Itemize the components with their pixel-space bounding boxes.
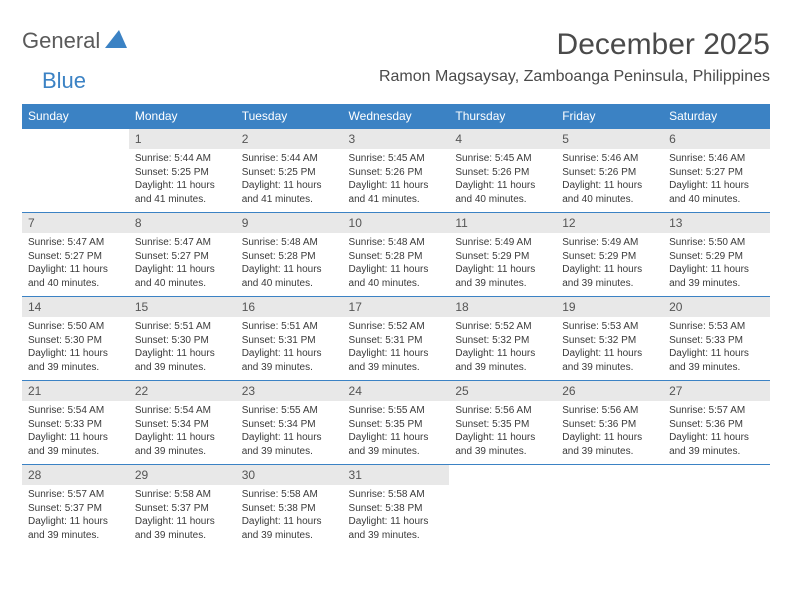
- day-content-cell: Sunrise: 5:57 AMSunset: 5:37 PMDaylight:…: [22, 485, 129, 548]
- col-wednesday: Wednesday: [343, 104, 450, 129]
- day-number-row: 14151617181920: [22, 297, 770, 318]
- day-content-row: Sunrise: 5:54 AMSunset: 5:33 PMDaylight:…: [22, 401, 770, 465]
- col-saturday: Saturday: [663, 104, 770, 129]
- calendar-table: Sunday Monday Tuesday Wednesday Thursday…: [22, 104, 770, 548]
- day-content-cell: Sunrise: 5:58 AMSunset: 5:37 PMDaylight:…: [129, 485, 236, 548]
- day-content-cell: Sunrise: 5:47 AMSunset: 5:27 PMDaylight:…: [22, 233, 129, 297]
- day-number-row: 78910111213: [22, 213, 770, 234]
- day-number-cell: 20: [663, 297, 770, 318]
- day-number-cell: 30: [236, 465, 343, 486]
- day-content-cell: Sunrise: 5:53 AMSunset: 5:33 PMDaylight:…: [663, 317, 770, 381]
- day-content-cell: Sunrise: 5:49 AMSunset: 5:29 PMDaylight:…: [449, 233, 556, 297]
- day-content-cell: Sunrise: 5:45 AMSunset: 5:26 PMDaylight:…: [449, 149, 556, 213]
- day-number-cell: 5: [556, 129, 663, 150]
- day-number-cell: 11: [449, 213, 556, 234]
- day-number-cell: 24: [343, 381, 450, 402]
- day-number-cell: 2: [236, 129, 343, 150]
- day-content-cell: Sunrise: 5:55 AMSunset: 5:35 PMDaylight:…: [343, 401, 450, 465]
- col-friday: Friday: [556, 104, 663, 129]
- day-number-cell: 28: [22, 465, 129, 486]
- logo-sail-icon: [105, 30, 127, 53]
- day-content-cell: Sunrise: 5:47 AMSunset: 5:27 PMDaylight:…: [129, 233, 236, 297]
- weekday-header-row: Sunday Monday Tuesday Wednesday Thursday…: [22, 104, 770, 129]
- day-number-cell: 19: [556, 297, 663, 318]
- day-content-cell: Sunrise: 5:53 AMSunset: 5:32 PMDaylight:…: [556, 317, 663, 381]
- day-number-cell: [556, 465, 663, 486]
- day-number-cell: 18: [449, 297, 556, 318]
- day-content-cell: Sunrise: 5:54 AMSunset: 5:34 PMDaylight:…: [129, 401, 236, 465]
- day-number-cell: 6: [663, 129, 770, 150]
- day-number-cell: 25: [449, 381, 556, 402]
- month-title: December 2025: [379, 28, 770, 62]
- day-content-cell: Sunrise: 5:56 AMSunset: 5:35 PMDaylight:…: [449, 401, 556, 465]
- day-content-cell: Sunrise: 5:57 AMSunset: 5:36 PMDaylight:…: [663, 401, 770, 465]
- day-content-cell: Sunrise: 5:48 AMSunset: 5:28 PMDaylight:…: [343, 233, 450, 297]
- logo-text-general: General: [22, 28, 100, 54]
- day-number-cell: [22, 129, 129, 150]
- day-number-cell: 8: [129, 213, 236, 234]
- day-number-cell: 26: [556, 381, 663, 402]
- day-number-cell: 17: [343, 297, 450, 318]
- day-content-cell: [663, 485, 770, 548]
- day-number-cell: 31: [343, 465, 450, 486]
- day-content-cell: [449, 485, 556, 548]
- logo-text-blue: Blue: [42, 68, 86, 93]
- day-number-cell: 12: [556, 213, 663, 234]
- col-monday: Monday: [129, 104, 236, 129]
- day-content-cell: Sunrise: 5:46 AMSunset: 5:26 PMDaylight:…: [556, 149, 663, 213]
- day-number-cell: [663, 465, 770, 486]
- day-content-cell: Sunrise: 5:50 AMSunset: 5:29 PMDaylight:…: [663, 233, 770, 297]
- day-content-cell: Sunrise: 5:50 AMSunset: 5:30 PMDaylight:…: [22, 317, 129, 381]
- day-number-cell: 14: [22, 297, 129, 318]
- day-content-row: Sunrise: 5:57 AMSunset: 5:37 PMDaylight:…: [22, 485, 770, 548]
- col-tuesday: Tuesday: [236, 104, 343, 129]
- day-content-cell: Sunrise: 5:51 AMSunset: 5:30 PMDaylight:…: [129, 317, 236, 381]
- day-number-cell: 29: [129, 465, 236, 486]
- day-content-row: Sunrise: 5:50 AMSunset: 5:30 PMDaylight:…: [22, 317, 770, 381]
- day-content-cell: Sunrise: 5:58 AMSunset: 5:38 PMDaylight:…: [236, 485, 343, 548]
- day-content-row: Sunrise: 5:47 AMSunset: 5:27 PMDaylight:…: [22, 233, 770, 297]
- day-content-cell: Sunrise: 5:44 AMSunset: 5:25 PMDaylight:…: [236, 149, 343, 213]
- day-content-cell: Sunrise: 5:58 AMSunset: 5:38 PMDaylight:…: [343, 485, 450, 548]
- day-content-cell: [556, 485, 663, 548]
- day-number-row: 123456: [22, 129, 770, 150]
- title-block: December 2025 Ramon Magsaysay, Zamboanga…: [379, 28, 770, 86]
- day-number-cell: 22: [129, 381, 236, 402]
- day-number-cell: [449, 465, 556, 486]
- col-sunday: Sunday: [22, 104, 129, 129]
- day-number-cell: 21: [22, 381, 129, 402]
- day-content-row: Sunrise: 5:44 AMSunset: 5:25 PMDaylight:…: [22, 149, 770, 213]
- day-number-cell: 3: [343, 129, 450, 150]
- logo: General: [22, 28, 129, 54]
- day-number-cell: 9: [236, 213, 343, 234]
- day-content-cell: Sunrise: 5:46 AMSunset: 5:27 PMDaylight:…: [663, 149, 770, 213]
- day-content-cell: Sunrise: 5:52 AMSunset: 5:32 PMDaylight:…: [449, 317, 556, 381]
- day-number-cell: 13: [663, 213, 770, 234]
- day-content-cell: Sunrise: 5:55 AMSunset: 5:34 PMDaylight:…: [236, 401, 343, 465]
- day-number-cell: 1: [129, 129, 236, 150]
- day-content-cell: Sunrise: 5:56 AMSunset: 5:36 PMDaylight:…: [556, 401, 663, 465]
- day-number-cell: 16: [236, 297, 343, 318]
- day-number-cell: 7: [22, 213, 129, 234]
- col-thursday: Thursday: [449, 104, 556, 129]
- day-number-cell: 23: [236, 381, 343, 402]
- day-number-cell: 27: [663, 381, 770, 402]
- day-number-cell: 4: [449, 129, 556, 150]
- day-content-cell: Sunrise: 5:45 AMSunset: 5:26 PMDaylight:…: [343, 149, 450, 213]
- day-content-cell: Sunrise: 5:52 AMSunset: 5:31 PMDaylight:…: [343, 317, 450, 381]
- day-number-cell: 10: [343, 213, 450, 234]
- day-content-cell: Sunrise: 5:51 AMSunset: 5:31 PMDaylight:…: [236, 317, 343, 381]
- day-number-cell: 15: [129, 297, 236, 318]
- day-content-cell: [22, 149, 129, 213]
- day-content-cell: Sunrise: 5:44 AMSunset: 5:25 PMDaylight:…: [129, 149, 236, 213]
- location-subtitle: Ramon Magsaysay, Zamboanga Peninsula, Ph…: [379, 68, 770, 86]
- day-content-cell: Sunrise: 5:49 AMSunset: 5:29 PMDaylight:…: [556, 233, 663, 297]
- day-number-row: 28293031: [22, 465, 770, 486]
- day-number-row: 21222324252627: [22, 381, 770, 402]
- day-content-cell: Sunrise: 5:54 AMSunset: 5:33 PMDaylight:…: [22, 401, 129, 465]
- day-content-cell: Sunrise: 5:48 AMSunset: 5:28 PMDaylight:…: [236, 233, 343, 297]
